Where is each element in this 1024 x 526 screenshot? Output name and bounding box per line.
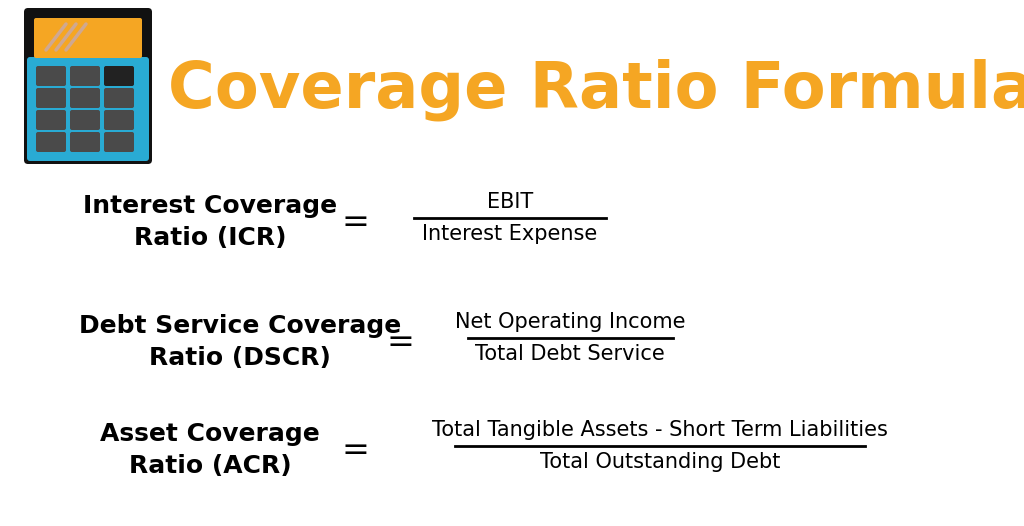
Text: Total Outstanding Debt: Total Outstanding Debt xyxy=(540,452,780,472)
FancyBboxPatch shape xyxy=(70,88,100,108)
FancyBboxPatch shape xyxy=(104,88,134,108)
Text: =: = xyxy=(386,326,414,359)
Text: =: = xyxy=(341,433,369,467)
FancyBboxPatch shape xyxy=(70,132,100,152)
FancyBboxPatch shape xyxy=(36,66,66,86)
Text: Asset Coverage: Asset Coverage xyxy=(100,422,319,446)
Text: Total Debt Service: Total Debt Service xyxy=(475,344,665,364)
Text: Ratio (ACR): Ratio (ACR) xyxy=(129,454,291,478)
Text: Interest Coverage: Interest Coverage xyxy=(83,194,337,218)
FancyBboxPatch shape xyxy=(34,18,142,58)
FancyBboxPatch shape xyxy=(104,66,134,86)
Text: Ratio (DSCR): Ratio (DSCR) xyxy=(150,346,331,370)
Text: Interest Expense: Interest Expense xyxy=(422,224,598,244)
FancyBboxPatch shape xyxy=(27,57,150,161)
Text: EBIT: EBIT xyxy=(486,192,534,212)
Text: =: = xyxy=(341,206,369,238)
Text: Coverage Ratio Formula: Coverage Ratio Formula xyxy=(168,59,1024,122)
FancyBboxPatch shape xyxy=(70,66,100,86)
Text: Ratio (ICR): Ratio (ICR) xyxy=(134,226,287,250)
Text: Debt Service Coverage: Debt Service Coverage xyxy=(79,314,401,338)
Text: Net Operating Income: Net Operating Income xyxy=(455,312,685,332)
FancyBboxPatch shape xyxy=(36,88,66,108)
FancyBboxPatch shape xyxy=(70,110,100,130)
FancyBboxPatch shape xyxy=(36,132,66,152)
Text: Total Tangible Assets - Short Term Liabilities: Total Tangible Assets - Short Term Liabi… xyxy=(432,420,888,440)
FancyBboxPatch shape xyxy=(104,132,134,152)
FancyBboxPatch shape xyxy=(104,110,134,130)
FancyBboxPatch shape xyxy=(36,110,66,130)
FancyBboxPatch shape xyxy=(24,8,152,164)
